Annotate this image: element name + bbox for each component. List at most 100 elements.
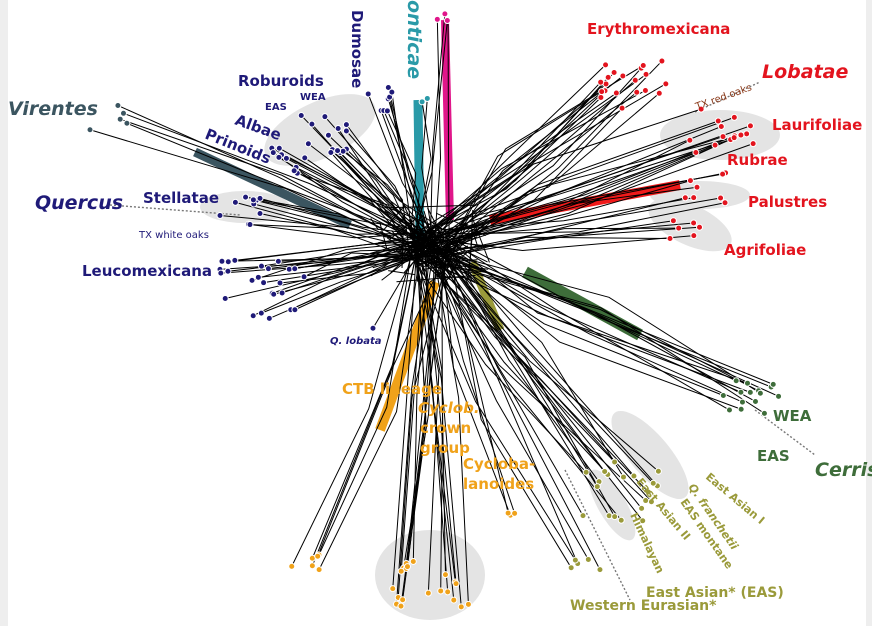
branch [449, 65, 644, 247]
tip [719, 170, 727, 178]
tip [639, 62, 647, 70]
reticulation [403, 248, 426, 273]
branch [413, 256, 576, 561]
tip [291, 306, 299, 314]
tip [397, 567, 405, 575]
tip [584, 555, 592, 563]
tip [224, 267, 232, 275]
tip [697, 105, 705, 113]
tip [690, 194, 698, 202]
reticulation [435, 212, 487, 237]
tip [633, 88, 641, 96]
branch [415, 186, 698, 257]
branch [271, 147, 450, 233]
tip [642, 70, 650, 78]
tip [248, 276, 256, 284]
tip [681, 194, 689, 202]
reticulation [425, 245, 429, 268]
branch [318, 236, 415, 556]
tip [655, 89, 663, 97]
clade-label: CTB lineage [342, 380, 442, 398]
tip [443, 17, 451, 25]
tip [288, 562, 296, 570]
page-edge [866, 0, 872, 626]
tip [737, 131, 745, 139]
branch [416, 72, 615, 239]
branch [291, 250, 413, 567]
tip [693, 183, 701, 191]
tip [692, 148, 700, 156]
reticulation [471, 217, 490, 263]
reticulation [446, 258, 461, 281]
clade-label: Dumosae [348, 10, 366, 88]
tip [342, 127, 350, 135]
clade-label: Palustres [748, 193, 827, 211]
branch [444, 230, 572, 568]
tip [246, 221, 254, 229]
tip [690, 219, 698, 227]
tip [746, 388, 754, 396]
tip [571, 556, 579, 564]
branch [426, 257, 765, 414]
branch [443, 79, 636, 243]
clade-label: crown [420, 419, 471, 437]
tip [732, 377, 740, 385]
tip [611, 458, 619, 466]
clade-label: group [420, 439, 470, 457]
clade-label: Western Eurasian* [570, 598, 717, 614]
tip [714, 117, 722, 125]
clade-label: Leucomexicana [82, 262, 212, 280]
tip [743, 130, 751, 138]
branch [248, 223, 418, 239]
branch [447, 255, 624, 478]
tip [658, 57, 666, 65]
tip [618, 104, 626, 112]
clade-label: Roburoids [238, 72, 324, 90]
clade-label: EAS [757, 447, 790, 465]
tip [441, 571, 449, 579]
tip [638, 504, 646, 512]
branch [440, 242, 579, 564]
tip [751, 397, 759, 405]
branch [423, 241, 589, 560]
tip [662, 80, 670, 88]
tip [511, 509, 519, 517]
tip [249, 312, 257, 320]
tip [612, 89, 620, 97]
tip [737, 388, 745, 396]
tip [604, 73, 612, 81]
branch [430, 252, 455, 601]
network [86, 10, 783, 611]
tip [631, 76, 639, 84]
branch [367, 93, 435, 238]
branch [446, 220, 674, 257]
tip [686, 177, 694, 185]
branch [440, 245, 742, 410]
reticulation [431, 221, 455, 256]
branch [433, 254, 469, 605]
tip [717, 122, 725, 130]
branch [397, 255, 449, 598]
tip [291, 265, 299, 273]
tip [290, 167, 298, 175]
tip [264, 265, 272, 273]
tip [593, 483, 601, 491]
tip [738, 398, 746, 406]
branch [405, 243, 450, 564]
tip [686, 136, 694, 144]
tip [342, 121, 350, 129]
tip [314, 552, 322, 560]
branch [446, 91, 602, 252]
branch [281, 154, 420, 259]
reticulation [389, 216, 419, 240]
tip [746, 122, 754, 130]
tip [690, 232, 698, 240]
clade-label: onticae [403, 0, 425, 79]
tip [641, 86, 649, 94]
leader [754, 409, 816, 456]
branch [436, 120, 719, 255]
branch [428, 244, 743, 403]
tip [297, 111, 305, 119]
tip [666, 235, 674, 243]
